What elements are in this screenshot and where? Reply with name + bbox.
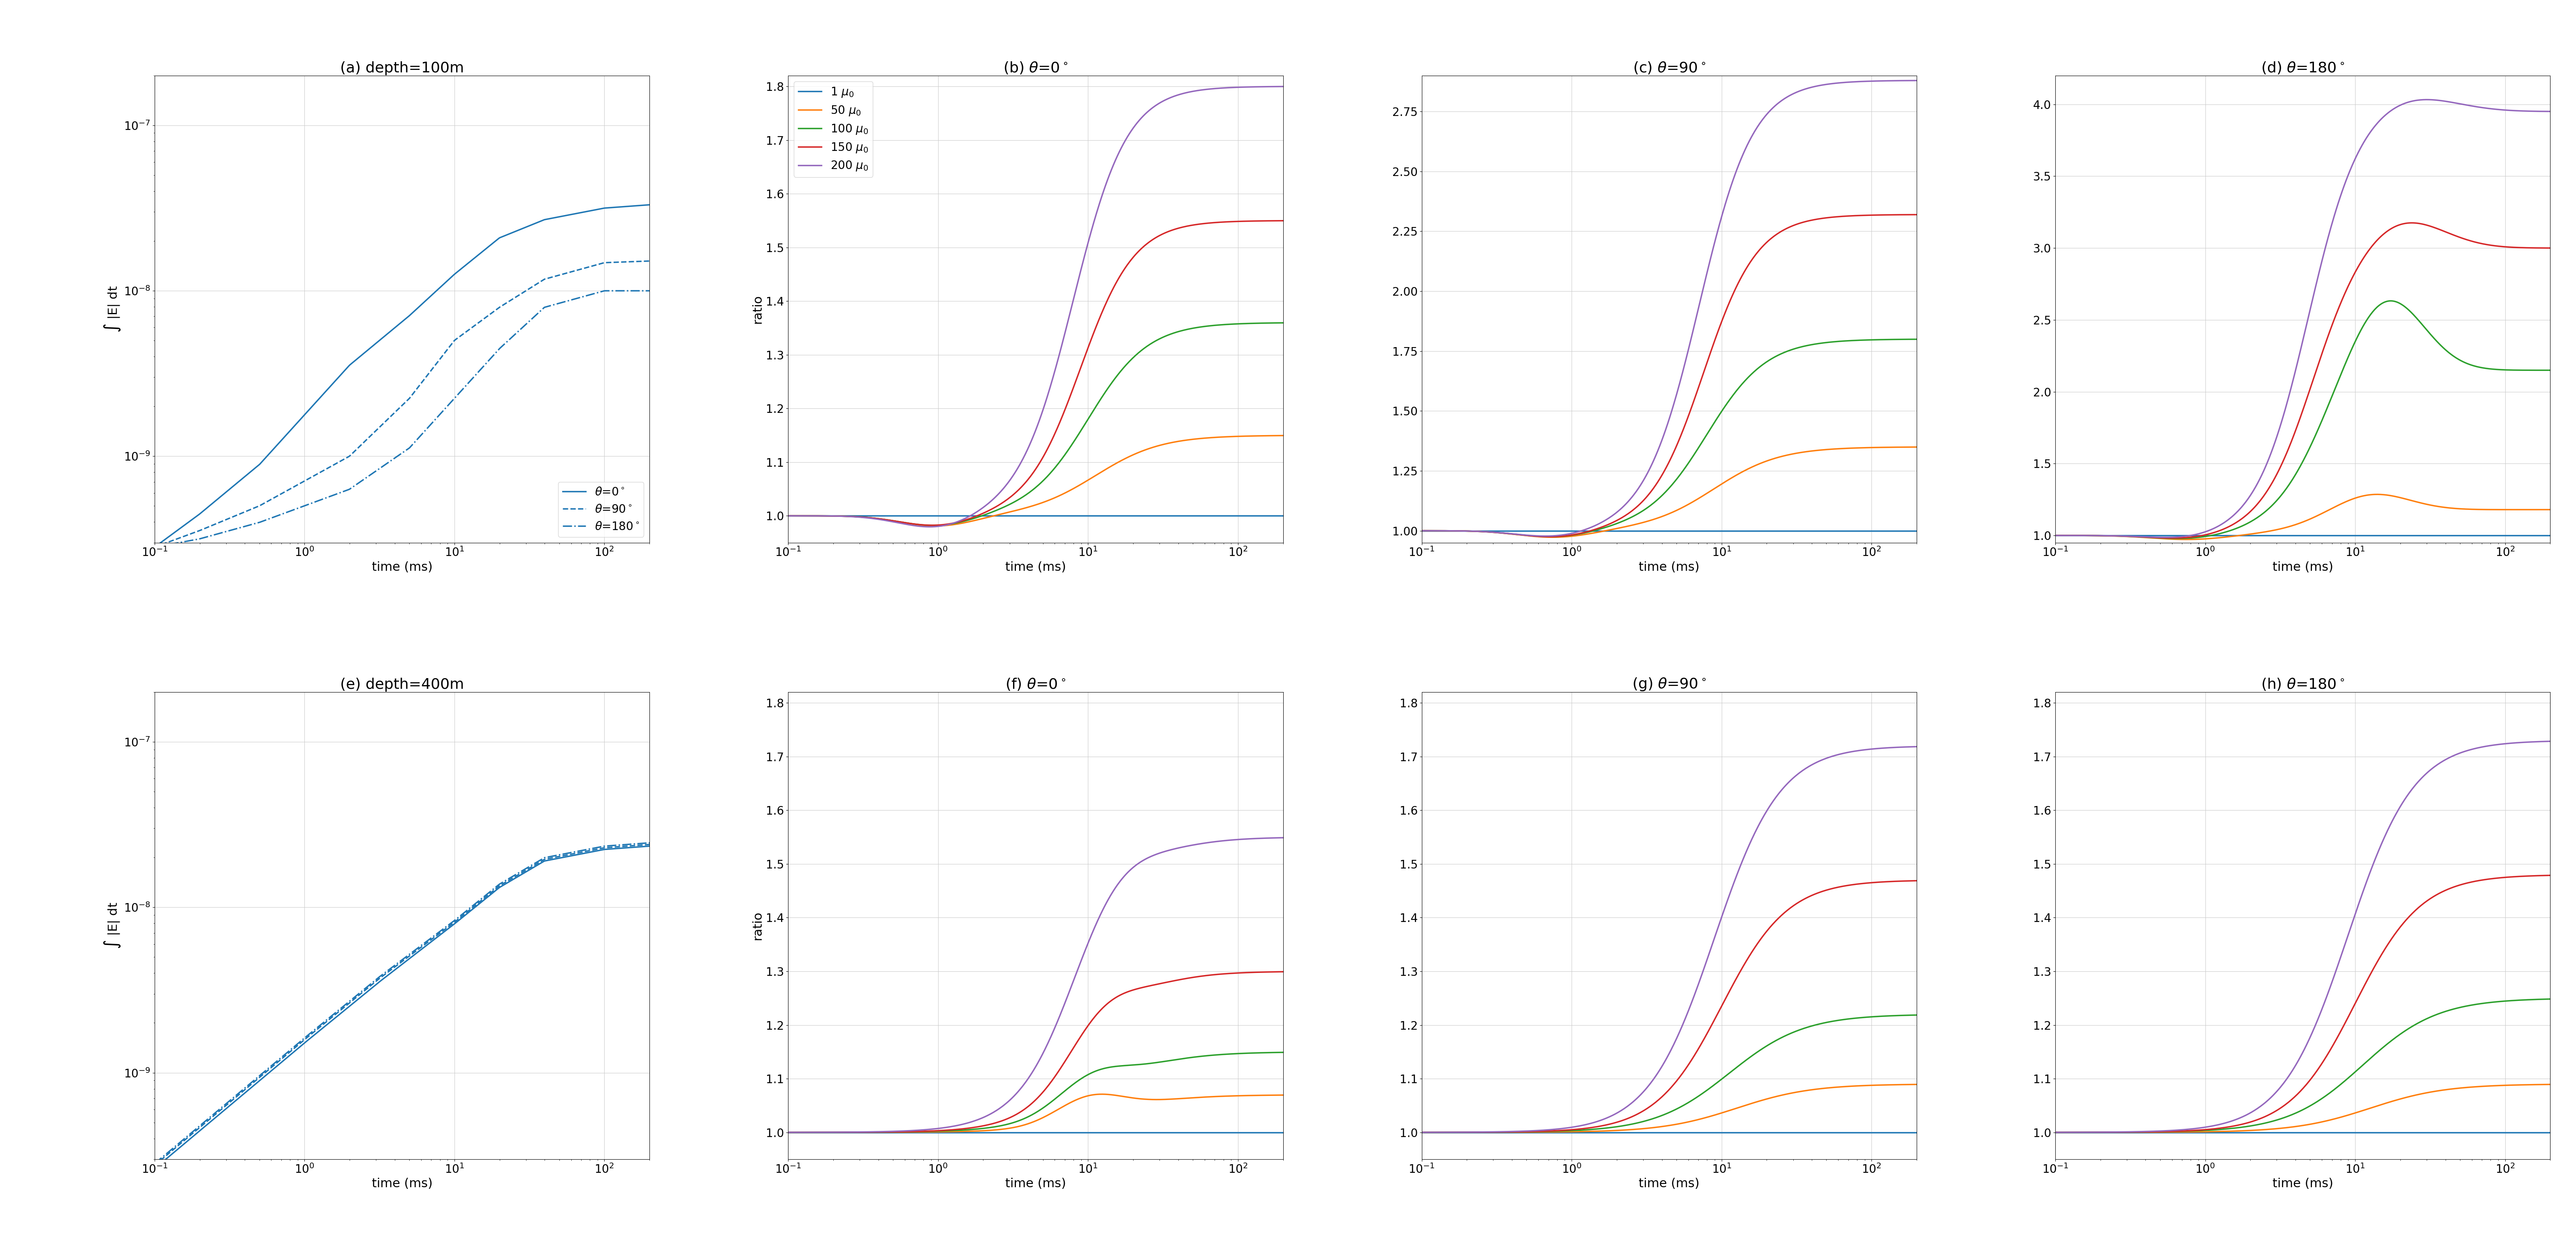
X-axis label: time (ms): time (ms) <box>371 1178 433 1189</box>
Title: (f) $\theta$=0$^\circ$: (f) $\theta$=0$^\circ$ <box>1005 677 1066 692</box>
X-axis label: time (ms): time (ms) <box>1638 1178 1700 1189</box>
Title: (h) $\theta$=180$^\circ$: (h) $\theta$=180$^\circ$ <box>2262 677 2344 692</box>
Title: (d) $\theta$=180$^\circ$: (d) $\theta$=180$^\circ$ <box>2262 60 2344 76</box>
Title: (e) depth=400m: (e) depth=400m <box>340 678 464 692</box>
Title: (c) $\theta$=90$^\circ$: (c) $\theta$=90$^\circ$ <box>1633 60 1705 76</box>
Title: (g) $\theta$=90$^\circ$: (g) $\theta$=90$^\circ$ <box>1633 677 1705 692</box>
X-axis label: time (ms): time (ms) <box>1005 1178 1066 1189</box>
Y-axis label: $\int$ |E| dt: $\int$ |E| dt <box>103 286 121 333</box>
Title: (a) depth=100m: (a) depth=100m <box>340 60 464 76</box>
X-axis label: time (ms): time (ms) <box>2272 1178 2334 1189</box>
Y-axis label: ratio: ratio <box>752 911 762 940</box>
X-axis label: time (ms): time (ms) <box>1638 561 1700 573</box>
Legend: 1 $\mu_0$, 50 $\mu_0$, 100 $\mu_0$, 150 $\mu_0$, 200 $\mu_0$: 1 $\mu_0$, 50 $\mu_0$, 100 $\mu_0$, 150 … <box>793 82 873 178</box>
Y-axis label: $\int$ |E| dt: $\int$ |E| dt <box>103 902 121 949</box>
X-axis label: time (ms): time (ms) <box>371 561 433 573</box>
Y-axis label: ratio: ratio <box>752 295 762 324</box>
X-axis label: time (ms): time (ms) <box>2272 561 2334 573</box>
Title: (b) $\theta$=0$^\circ$: (b) $\theta$=0$^\circ$ <box>1002 60 1069 76</box>
X-axis label: time (ms): time (ms) <box>1005 561 1066 573</box>
Legend: $\theta$=0$^\circ$, $\theta$=90$^\circ$, $\theta$=180$^\circ$: $\theta$=0$^\circ$, $\theta$=90$^\circ$,… <box>559 481 644 537</box>
